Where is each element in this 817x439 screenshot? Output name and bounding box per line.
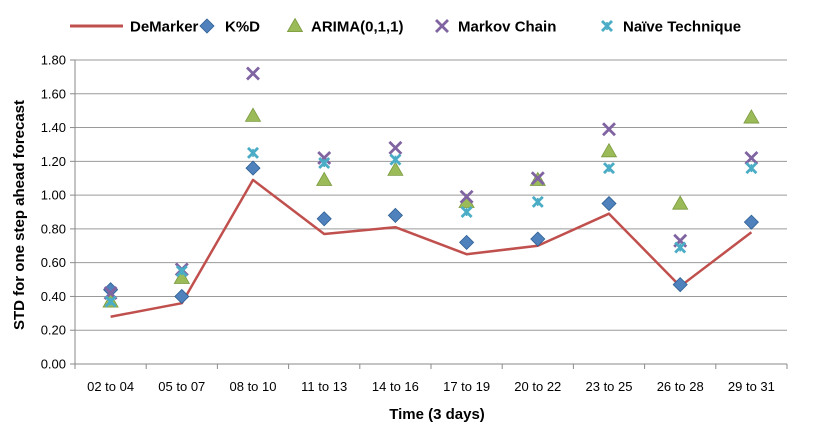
x-axis-title: Time (3 days) (389, 406, 485, 423)
series-na-ve-technique (104, 146, 758, 308)
legend-swatch (286, 17, 304, 33)
data-point (318, 157, 331, 170)
data-point (316, 211, 332, 227)
data-point (316, 171, 333, 186)
y-tick-label: 0.20 (41, 323, 66, 338)
data-point (672, 277, 688, 293)
data-point (387, 161, 404, 176)
data-point (674, 241, 687, 254)
data-point (388, 140, 403, 155)
data-point (459, 189, 474, 204)
data-point (745, 162, 758, 175)
legend-item-na-ve-technique: Naïve Technique (601, 19, 741, 36)
legend-swatch (199, 18, 215, 34)
data-point (602, 122, 616, 137)
y-tick-label: 0.80 (41, 221, 66, 236)
series-demarker (110, 178, 753, 318)
legend-label: ARIMA(0,1,1) (311, 19, 404, 36)
y-tick-label: 0.00 (41, 357, 66, 372)
data-point (672, 195, 689, 210)
series (102, 66, 760, 318)
data-point (743, 109, 760, 124)
legend-label: Markov Chain (458, 19, 556, 36)
axes: 0.00 0.20 0.40 0.60 0.80 1.00 1.20 1.40 1.60 1.80… (41, 53, 788, 394)
data-point (531, 195, 544, 208)
legend-item-k-d: K%D (199, 18, 260, 36)
data-point (603, 162, 615, 175)
y-tick-label: 1.60 (41, 86, 66, 101)
data-point (530, 231, 546, 247)
data-point (245, 160, 261, 176)
legend-item-arima-0-1-1: ARIMA(0,1,1) (286, 17, 404, 36)
series-arima-0-1-1 (102, 107, 760, 308)
x-tick-label: 20 to 22 (514, 379, 561, 394)
x-tick-label: 08 to 10 (230, 379, 277, 394)
data-point (389, 153, 402, 166)
legend-label: Naïve Technique (623, 19, 741, 36)
legend-swatch (601, 20, 613, 32)
y-tick-label: 1.00 (41, 188, 66, 203)
legend: DeMarker K%D ARIMA(0,1,1) Markov Chain Naïve… (70, 17, 741, 36)
data-point (174, 288, 190, 305)
x-tick-label: 26 to 28 (657, 379, 704, 394)
x-tick-label: 14 to 16 (372, 379, 419, 394)
data-point (601, 195, 617, 212)
y-tick-label: 0.40 (41, 289, 66, 304)
y-tick-label: 0.60 (41, 255, 66, 270)
data-point (173, 269, 190, 284)
series-line (110, 178, 753, 318)
x-tick-label: 02 to 04 (87, 379, 134, 394)
legend-label: K%D (225, 19, 260, 36)
x-tick-label: 23 to 25 (586, 379, 633, 394)
data-point (600, 142, 618, 158)
legend-item-demarker: DeMarker (70, 19, 199, 36)
y-tick-label: 1.40 (41, 120, 66, 135)
x-tick-label: 17 to 19 (443, 379, 490, 394)
data-point (175, 265, 188, 278)
data-point (244, 107, 262, 122)
data-point (247, 146, 259, 159)
y-tick-label: 1.20 (41, 154, 66, 169)
data-point (530, 171, 545, 186)
series-k-d (103, 160, 759, 305)
data-point (387, 207, 403, 223)
x-tick-label: 05 to 07 (158, 379, 205, 394)
y-tick-label: 1.80 (41, 53, 66, 68)
gridlines (75, 59, 787, 331)
legend-item-markov-chain: Markov Chain (435, 19, 556, 36)
data-point (460, 206, 473, 218)
data-point (744, 150, 759, 165)
y-axis-title: STD for one step ahead forecast (11, 100, 28, 330)
data-point (459, 234, 475, 250)
legend-label: DeMarker (130, 19, 199, 36)
data-point (743, 214, 759, 230)
data-point (104, 295, 117, 308)
x-tick-label: 29 to 31 (728, 379, 775, 394)
data-point (246, 66, 260, 81)
legend-swatch (435, 19, 449, 33)
x-tick-label: 11 to 13 (301, 379, 347, 394)
